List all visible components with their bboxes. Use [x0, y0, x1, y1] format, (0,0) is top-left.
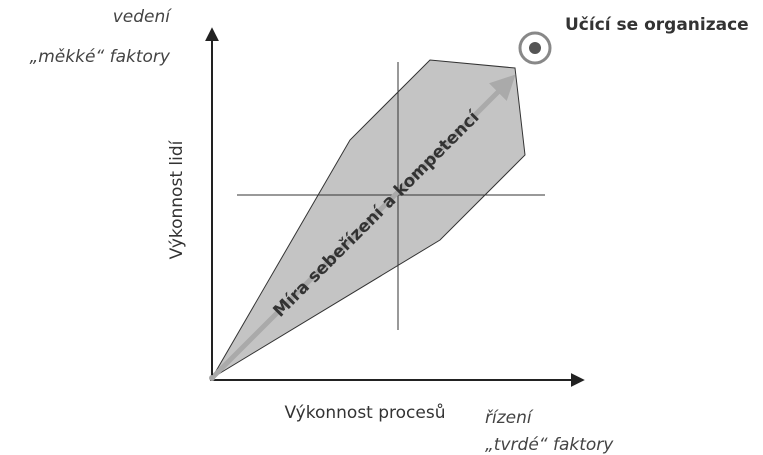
target-label: Učící se organizace: [565, 15, 749, 35]
target-dot: [529, 42, 541, 54]
origin-dot: [209, 375, 215, 381]
y-bottom-label: „měkké“ faktory: [29, 47, 170, 67]
y-axis-title: Výkonnost lidí: [167, 139, 187, 259]
growth-arrow: [210, 74, 516, 380]
y-top-label: vedení: [113, 7, 173, 27]
x-bottom-label: „tvrdé“ faktory: [485, 435, 614, 455]
x-axis-title: Výkonnost procesů: [285, 403, 446, 423]
x-top-label: řízení: [485, 408, 534, 428]
